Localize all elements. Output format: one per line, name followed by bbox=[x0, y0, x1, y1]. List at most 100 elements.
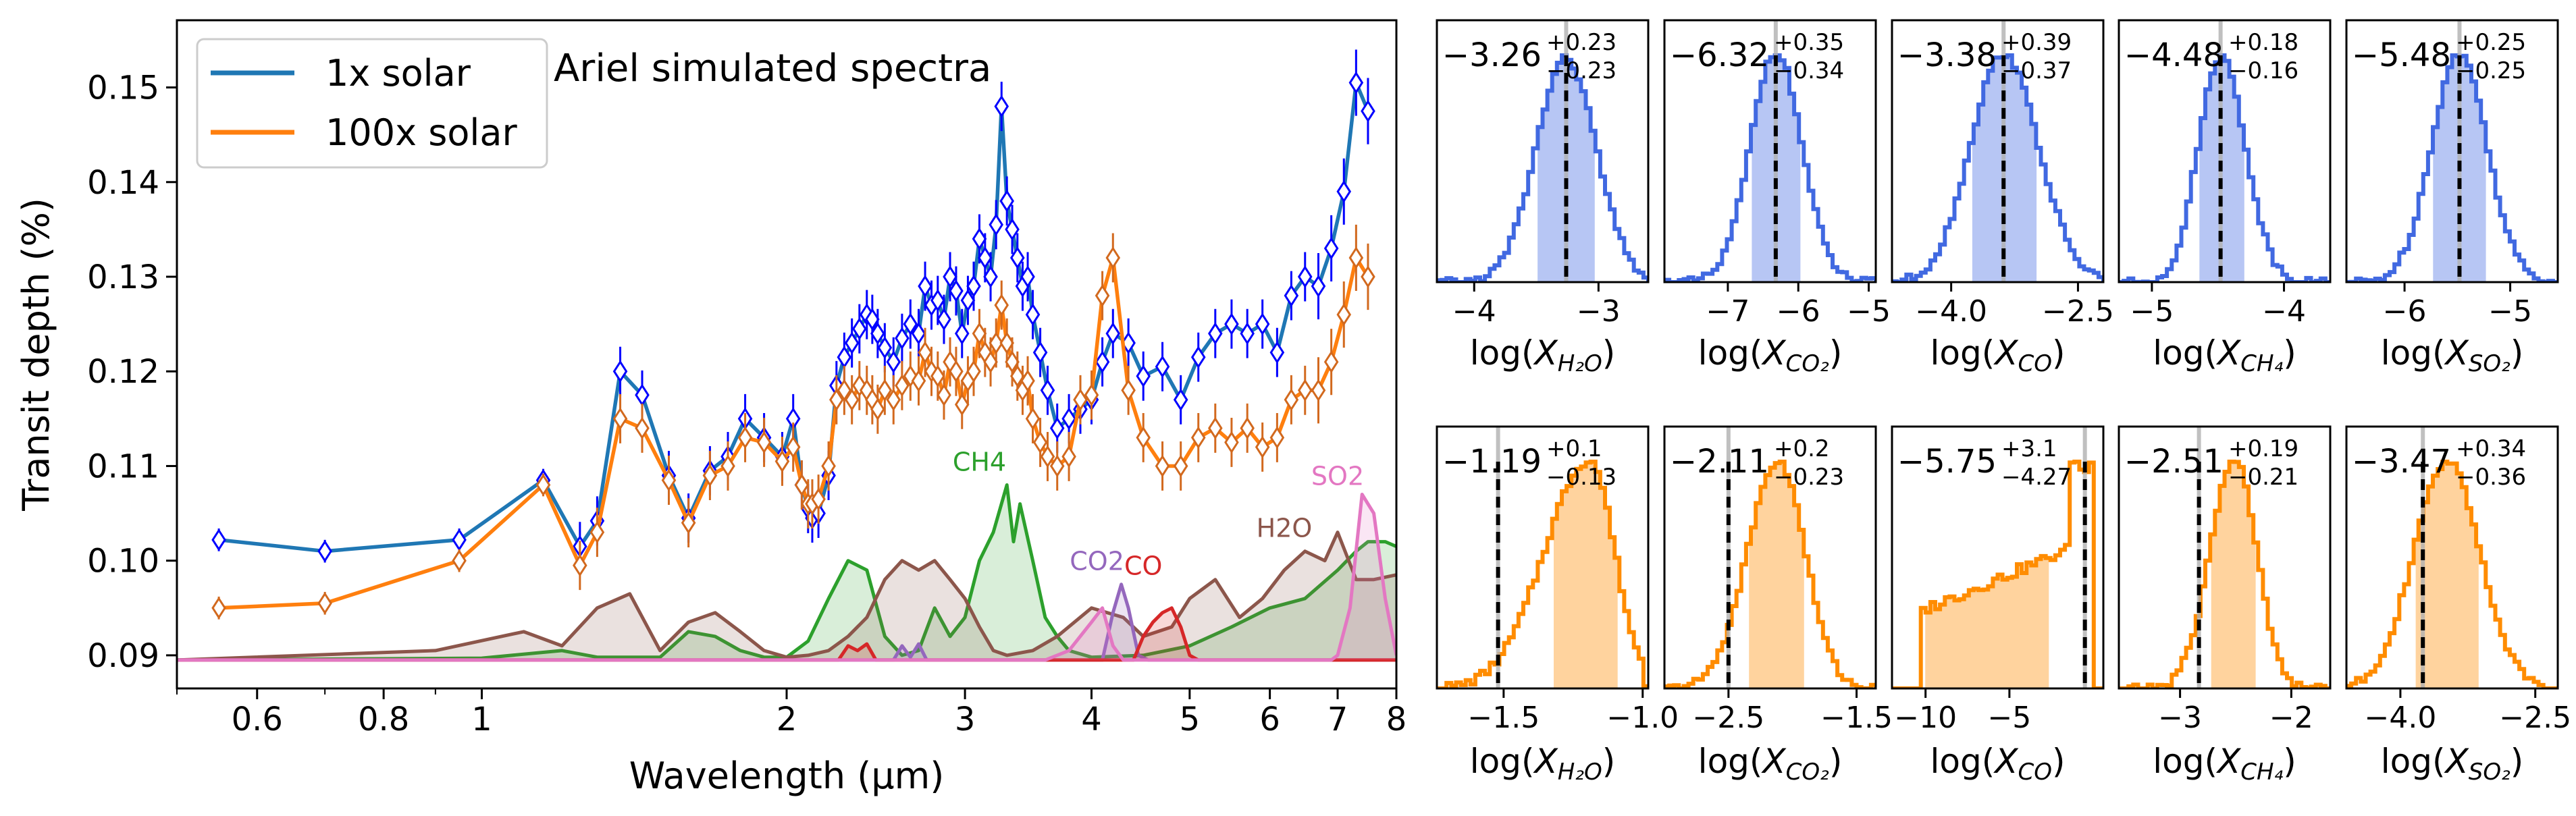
x-tick-label: 8 bbox=[1386, 701, 1407, 738]
spectrum-100x-solar-point bbox=[877, 379, 893, 402]
spectrum-100x-solar-point bbox=[994, 294, 1009, 317]
spectrum-1x-solar-point bbox=[1190, 346, 1206, 369]
spectrum-100x-solar-point bbox=[870, 398, 885, 421]
spectrum-1x-solar-point bbox=[1173, 388, 1188, 412]
spectrum-1x-solar-point bbox=[452, 528, 467, 551]
spectrum-100x-solar-point bbox=[821, 454, 836, 478]
x-tick-label: 7 bbox=[1328, 701, 1348, 738]
spectrum-1x-solar-point bbox=[1025, 303, 1041, 326]
plot-area bbox=[177, 49, 1396, 662]
histogram-step bbox=[1892, 460, 2103, 688]
panel-value: −3.26 bbox=[1442, 36, 1542, 74]
y-tick-label: 0.09 bbox=[87, 637, 159, 675]
spectrum-100x-solar-point bbox=[720, 454, 735, 478]
credible-interval bbox=[1925, 555, 2049, 688]
spectrum-100x-solar-point bbox=[949, 360, 964, 383]
spectrum-100x-solar-point bbox=[1224, 431, 1239, 454]
spectrum-100x-solar-point bbox=[1297, 379, 1313, 402]
spectrum-1x-solar-point bbox=[949, 279, 964, 302]
spectrum-100x-solar-point bbox=[1173, 454, 1188, 478]
panel-value-plus: +0.39 bbox=[2001, 29, 2072, 56]
hist-x-axis-label: log(XCH₄) bbox=[2153, 333, 2296, 377]
panel-value-minus: −0.25 bbox=[2456, 57, 2526, 84]
spectrum-1x-solar-point bbox=[1240, 322, 1255, 345]
contribution-line-co bbox=[177, 606, 1396, 662]
spectrum-1x-solar-point bbox=[972, 227, 987, 250]
spectrum-1x-solar-point bbox=[1136, 364, 1151, 388]
contribution-line-h2o bbox=[177, 531, 1396, 662]
legend-label: 1x solar bbox=[325, 52, 471, 94]
annotation-h2o: H2O bbox=[1257, 514, 1313, 543]
spectrum-100x-solar-point bbox=[1084, 383, 1099, 407]
panel-frame bbox=[1663, 425, 1877, 690]
spectrum-1x-solar-point bbox=[1095, 350, 1110, 373]
histogram-panel: −5.48 +0.25−0.25 −6 −5 log(XSO₂) bbox=[2345, 19, 2559, 377]
spectrum-1x-solar-point bbox=[960, 289, 976, 312]
hist-x-axis-label: log(XCO) bbox=[1930, 742, 2065, 786]
spectrum-1x-solar-point bbox=[865, 308, 880, 331]
spectrum-100x-solar-point bbox=[983, 350, 998, 373]
spectrum-1x-solar-point bbox=[1336, 180, 1352, 203]
x-tick-label: 6 bbox=[1259, 701, 1280, 738]
legend: 1x solar 100x solar bbox=[196, 38, 548, 169]
hist-x-tick-label: −6 bbox=[1777, 294, 1820, 329]
spectrum-100x-solar-point bbox=[1061, 445, 1076, 468]
spectrum-100x-solar-point bbox=[1336, 303, 1352, 326]
histogram-step bbox=[1664, 53, 1876, 282]
panel-frame bbox=[2118, 425, 2332, 690]
spectrum-100x-solar-point bbox=[702, 464, 718, 487]
spectrum-1x-solar-point bbox=[1005, 218, 1020, 241]
spectrum-100x-solar-point bbox=[661, 468, 677, 492]
x-tick-label: 5 bbox=[1180, 701, 1201, 738]
panel-value: −3.38 bbox=[1897, 36, 1997, 74]
credible-interval bbox=[1554, 462, 1618, 688]
spectrum-1x-solar-point bbox=[943, 265, 957, 288]
hist-x-tick-label: −2.5 bbox=[1692, 701, 1764, 735]
spectrum-100x-solar-point bbox=[1025, 407, 1041, 431]
y-tick-label: 0.10 bbox=[87, 543, 159, 580]
spectrum-100x-solar-point bbox=[918, 341, 932, 364]
spectrum-100x-solar-point bbox=[1073, 388, 1088, 412]
hist-x-axis-label: log(XCO₂) bbox=[1698, 742, 1843, 786]
panel-value-plus: +0.25 bbox=[2456, 29, 2526, 56]
spectrum-1x-solar-point bbox=[903, 312, 918, 335]
hist-x-tick-label: −3 bbox=[2158, 701, 2202, 735]
hist-x-tick-label: −1.0 bbox=[1606, 701, 1679, 735]
x-tick-label: 0.8 bbox=[358, 701, 409, 738]
spectrum-1x-solar-point bbox=[1348, 71, 1364, 94]
contribution-fill-ch4 bbox=[177, 485, 1396, 660]
contribution-line-so2 bbox=[177, 493, 1396, 662]
panel-value-plus: +0.18 bbox=[2228, 29, 2298, 56]
annotation-co: CO bbox=[1124, 551, 1162, 581]
spectrum-100x-solar-point bbox=[903, 364, 918, 388]
histogram-step bbox=[2119, 460, 2330, 688]
hist-x-tick-label: −1.5 bbox=[1820, 701, 1893, 735]
spectrum-1x-solar-point bbox=[1032, 341, 1048, 364]
spectrum-1x-solar-point bbox=[1208, 322, 1223, 345]
x-axis-label: Wavelength (µm) bbox=[629, 755, 945, 797]
spectrum-100x-solar-point bbox=[1010, 364, 1025, 388]
histogram-step bbox=[1437, 53, 1648, 282]
spectrum-100x-solar-point bbox=[681, 511, 696, 535]
spectrum-100x-solar-point bbox=[989, 331, 1003, 354]
x-tick-label: 0.6 bbox=[232, 701, 283, 738]
spectrum-1x-solar-point bbox=[612, 360, 628, 383]
panel-value-plus: +0.1 bbox=[1546, 435, 1602, 462]
hist-x-tick-label: −4 bbox=[1452, 294, 1496, 329]
spectrum-100x-solar-point bbox=[844, 388, 860, 412]
spectrum-1x-solar-point bbox=[852, 317, 867, 340]
annotation-co2: CO2 bbox=[1070, 547, 1124, 576]
hist-x-tick-label: −4.0 bbox=[1915, 294, 1987, 329]
spectrum-100x-solar-point bbox=[756, 431, 772, 454]
hist-x-axis-label: log(XH₂O) bbox=[1470, 742, 1615, 786]
panel-value: −5.48 bbox=[2352, 36, 2451, 74]
histogram-step bbox=[1664, 460, 1876, 688]
spectrum-1x-solar-point bbox=[1269, 341, 1285, 364]
spectrum-1x-solar-point bbox=[1323, 237, 1339, 260]
y-axis-label: Transit depth (%) bbox=[15, 198, 57, 512]
spectrum-100x-solar-point bbox=[589, 520, 605, 544]
panel-frame bbox=[1663, 19, 1877, 283]
spectrum-1x-solar-point bbox=[1297, 265, 1313, 288]
histogram-step bbox=[1437, 460, 1648, 688]
x-tick-label: 4 bbox=[1081, 701, 1102, 738]
